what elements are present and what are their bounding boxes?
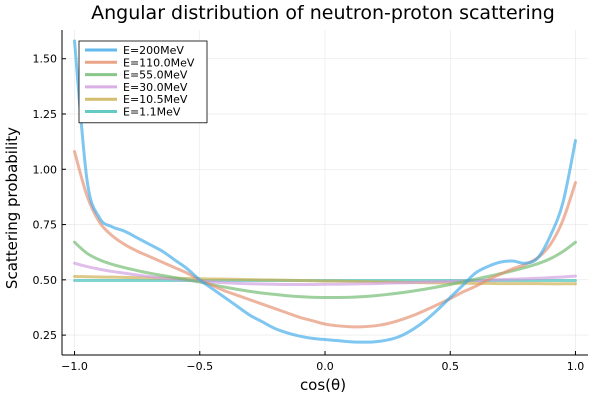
- chart-title: Angular distribution of neutron-proton s…: [91, 2, 555, 24]
- series-line-3: [73, 261, 577, 286]
- legend: E=200MeVE=110.0MeVE=55.0MeVE=30.0MeVE=10…: [78, 40, 208, 124]
- x-tick-label: −0.5: [186, 360, 213, 373]
- legend-label-2: E=55.0MeV: [123, 69, 188, 82]
- ticks: −1.0 −0.5 0.0 0.5 1.0 0.25 0.50 0.75 1.00 1.25 1.5…: [33, 53, 585, 373]
- y-tick-label: 1.25: [33, 108, 58, 121]
- y-tick-label: 0.50: [33, 274, 58, 287]
- series-line-0: [73, 39, 577, 344]
- y-tick-label: 0.25: [33, 329, 58, 342]
- x-axis-label: cos(θ): [300, 376, 346, 394]
- legend-label-1: E=110.0MeV: [123, 56, 195, 69]
- legend-label-0: E=200MeV: [123, 44, 184, 57]
- y-tick-label: 0.75: [33, 219, 58, 232]
- plot-lines: [73, 39, 577, 344]
- legend-label-4: E=10.5MeV: [123, 93, 188, 106]
- x-tick-label: 0.0: [316, 360, 334, 373]
- y-tick-label: 1.50: [33, 53, 58, 66]
- series-line-2: [73, 240, 577, 300]
- legend-label-3: E=30.0MeV: [123, 81, 188, 94]
- x-tick-label: 0.5: [441, 360, 459, 373]
- x-tick-label: 1.0: [567, 360, 585, 373]
- legend-box: [78, 40, 208, 124]
- y-axis-label: Scattering probability: [3, 127, 21, 289]
- x-tick-label: −1.0: [61, 360, 88, 373]
- legend-label-5: E=1.1MeV: [123, 106, 181, 119]
- series-line-1: [73, 150, 577, 329]
- y-tick-label: 1.00: [33, 163, 58, 176]
